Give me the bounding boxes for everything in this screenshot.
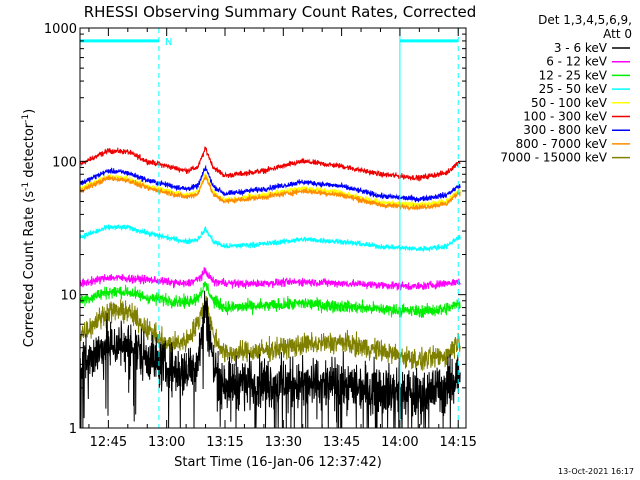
legend-label-4: 50 - 100 keV	[531, 96, 608, 110]
y-axis: 1 10 100 1000	[44, 22, 466, 437]
legend-label-2: 12 - 25 keV	[539, 68, 608, 82]
timestamp: 13-Oct-2021 16:17	[558, 467, 634, 476]
y-tick-label-2: 100	[52, 155, 77, 170]
legend-label-0: 3 - 6 keV	[554, 41, 608, 55]
y-axis-label-main: Corrected Count Rate (s	[22, 191, 37, 348]
y-tick-label-3: 1000	[44, 22, 77, 37]
legend-header-line-2: Att 0	[603, 27, 632, 41]
x-axis: 12:45 13:00 13:15 13:30 13:45 14:00 14:15	[88, 28, 477, 450]
y-tick-label-0: 1	[69, 422, 77, 437]
legend-header-line-1: Det 1,3,4,5,6,9,	[538, 13, 632, 27]
x-tick-label-2: 13:15	[206, 435, 243, 450]
legend-label-1: 6 - 12 keV	[546, 55, 608, 69]
legend-label-8: 7000 - 15000 keV	[500, 151, 607, 165]
y-axis-label-sup1: -1	[21, 182, 31, 191]
y-axis-label: Corrected Count Rate (s-1 detector-1)	[21, 109, 37, 347]
legend-label-3: 25 - 50 keV	[539, 82, 608, 96]
y-axis-label-end: )	[22, 109, 37, 114]
series-line-3	[79, 175, 461, 211]
y-axis-label-mid: detector	[22, 122, 37, 182]
legend-label-5: 100 - 300 keV	[523, 110, 607, 124]
x-tick-label-1: 13:00	[148, 435, 185, 450]
plot-frame	[79, 27, 467, 429]
x-tick-label-0: 12:45	[90, 435, 127, 450]
x-tick-label-4: 13:45	[323, 435, 360, 450]
x-axis-label: Start Time (16-Jan-06 12:37:42)	[174, 455, 382, 470]
series-line-6	[79, 281, 461, 319]
legend-label-6: 300 - 800 keV	[523, 123, 607, 137]
x-tick-label-6: 14:15	[439, 435, 476, 450]
series-line-4	[79, 223, 461, 253]
attenuator-label: N	[165, 37, 172, 48]
legend-label-7: 800 - 7000 keV	[516, 137, 608, 151]
x-tick-label-3: 13:30	[265, 435, 302, 450]
x-tick-label-5: 14:00	[381, 435, 418, 450]
series-line-5	[79, 267, 461, 291]
series-line-0	[79, 146, 461, 182]
y-tick-label-1: 10	[60, 289, 77, 304]
series-line-1	[79, 164, 461, 203]
series-line-8	[79, 290, 461, 429]
series-line-7	[79, 295, 461, 371]
chart-title: RHESSI Observing Summary Count Rates, Co…	[84, 3, 477, 21]
y-axis-label-sup2: -1	[21, 114, 31, 123]
